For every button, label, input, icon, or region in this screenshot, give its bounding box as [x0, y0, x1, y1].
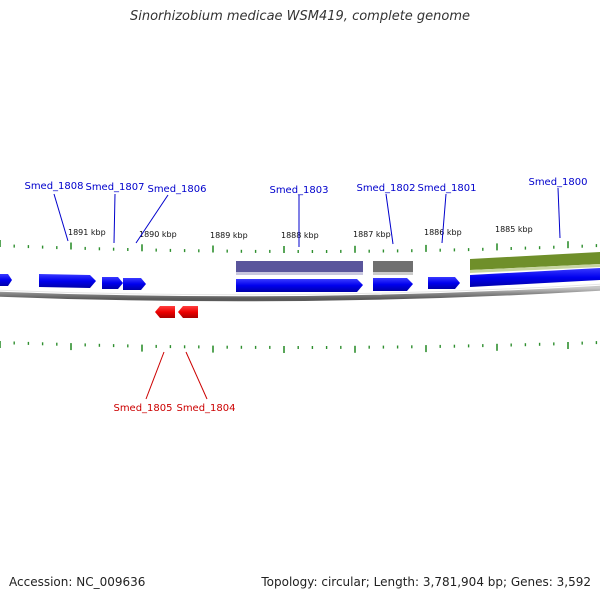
feature-bars	[236, 252, 600, 275]
scale-labels: 1891 kbp 1890 kbp 1889 kbp 1888 kbp 1887…	[68, 225, 533, 240]
gene-label-smed-1808: Smed_1808	[24, 181, 83, 192]
feature-bar-purple	[236, 261, 363, 272]
scale-label-1890: 1890 kbp	[139, 230, 177, 239]
scale-label-1891: 1891 kbp	[68, 228, 106, 237]
forward-genes	[0, 268, 600, 292]
forward-gene-arrow	[236, 279, 363, 292]
gene-label-smed-1804: Smed_1804	[176, 403, 235, 414]
lower-tick-marks	[0, 341, 598, 353]
feature-bar-gray-shade	[373, 272, 413, 275]
gene-label-smed-1807: Smed_1807	[85, 182, 144, 193]
forward-gene-arrow	[470, 268, 600, 287]
gene-label-smed-1801: Smed_1801	[417, 183, 476, 194]
forward-gene-arrow	[102, 277, 123, 289]
reverse-label-leaders	[145, 351, 208, 400]
forward-gene-labels: Smed_1808 Smed_1807 Smed_1806 Smed_1803 …	[24, 177, 587, 196]
map-title: Sinorhizobium medicae WSM419, complete g…	[129, 9, 471, 24]
scale-label-1888: 1888 kbp	[281, 231, 319, 240]
gene-label-smed-1806: Smed_1806	[147, 184, 206, 195]
gene-label-smed-1805: Smed_1805	[113, 403, 172, 414]
reverse-gene-arrow	[178, 306, 198, 318]
topology-text: Topology: circular; Length: 3,781,904 bp…	[261, 575, 591, 589]
accession-text: Accession: NC_009636	[9, 575, 146, 589]
scale-label-1887: 1887 kbp	[353, 230, 391, 239]
genome-backbone	[0, 285, 600, 302]
forward-label-leaders	[53, 187, 561, 247]
feature-bar-purple-shade	[236, 272, 363, 275]
scale-label-1885: 1885 kbp	[495, 225, 533, 234]
gene-label-smed-1802: Smed_1802	[356, 183, 415, 194]
forward-gene-arrow	[0, 274, 12, 286]
gene-label-smed-1800: Smed_1800	[528, 177, 587, 188]
scale-label-1889: 1889 kbp	[210, 231, 248, 240]
gene-label-smed-1803: Smed_1803	[269, 185, 328, 196]
reverse-gene-arrow	[155, 306, 175, 318]
feature-bar-gray	[373, 261, 413, 272]
forward-gene-arrow	[39, 274, 96, 288]
upper-tick-marks	[0, 240, 598, 253]
genome-backbone-highlight	[0, 283, 600, 296]
forward-gene-arrow	[123, 278, 146, 290]
feature-bar-olive-shade	[470, 264, 600, 273]
forward-gene-arrow	[428, 277, 460, 289]
forward-gene-arrow	[373, 278, 413, 291]
reverse-genes	[155, 306, 198, 318]
reverse-gene-labels: Smed_1805 Smed_1804	[113, 403, 235, 414]
